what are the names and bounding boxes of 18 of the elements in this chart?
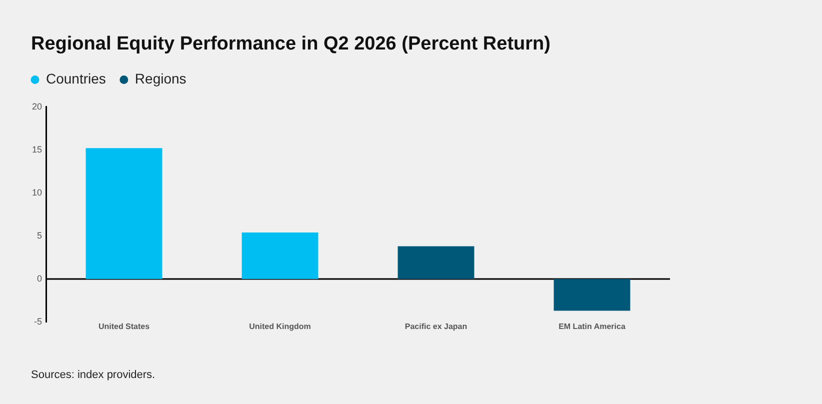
y-tick-label: 15 xyxy=(32,144,42,154)
x-tick-label: United States xyxy=(98,322,150,332)
bar xyxy=(86,148,162,279)
x-tick-label: Pacific ex Japan xyxy=(404,322,468,332)
x-tick-label: EM Latin America xyxy=(558,322,626,332)
y-tick-label: -5 xyxy=(34,316,42,326)
legend-label: Regions xyxy=(134,70,186,87)
source-note: Sources: index providers. xyxy=(31,369,156,381)
y-tick-label: 20 xyxy=(32,101,42,112)
legend-label: Countries xyxy=(46,70,106,87)
chart-title: Regional Equity Performance in Q2 2026 (Percent Return) xyxy=(31,34,550,55)
bar xyxy=(242,232,318,279)
x-tick-label: United Kingdom xyxy=(249,322,311,332)
bar xyxy=(398,246,474,279)
y-tick-label: 0 xyxy=(36,273,42,284)
bar xyxy=(554,278,630,311)
y-tick-label: 10 xyxy=(32,187,42,198)
y-tick-label: 5 xyxy=(36,230,42,240)
